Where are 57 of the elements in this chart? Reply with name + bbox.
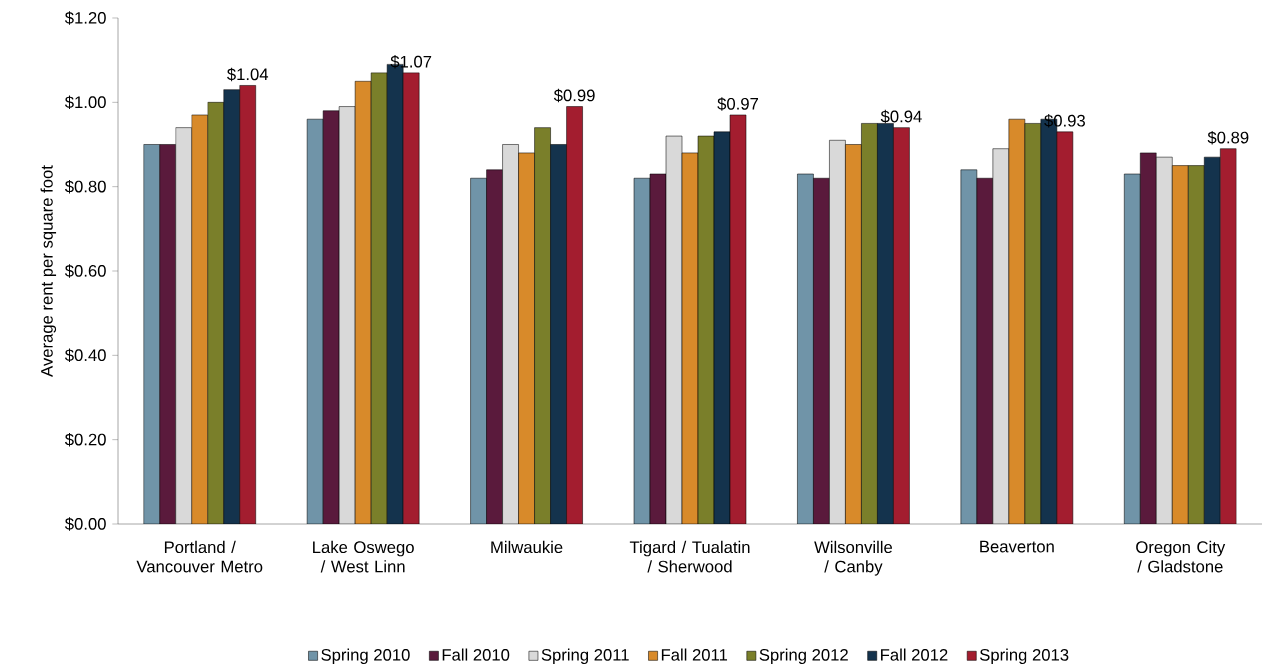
bar [893,127,910,524]
data-label: $0.97 [717,97,759,111]
bar [1156,156,1173,524]
bar [159,144,176,524]
bar [470,177,487,524]
x-tick-label: Milwaukie [491,540,563,554]
bar [143,144,160,524]
y-axis-title: Average rent per square foot [40,165,57,377]
data-label: $0.99 [553,88,595,103]
y-tick-label: $1.20 [64,11,106,25]
bar [486,169,503,524]
y-tick-label: $0.80 [64,179,106,194]
bar [1204,156,1221,524]
data-label: $1.04 [227,67,269,82]
bar [191,114,208,524]
data-label: $0.89 [1207,130,1249,145]
y-tick-label: $0.60 [64,264,106,278]
bar [534,127,551,524]
bar [518,152,535,524]
bar [829,140,846,524]
x-tick-label: Tigard / Tualatin / Sherwood [629,540,750,573]
legend-label: Spring 2010 [321,648,410,665]
bar [1124,173,1141,524]
bar [239,85,256,524]
data-label: $0.94 [880,109,922,124]
y-tick-label: $0.00 [64,517,106,531]
bar [175,127,192,524]
x-tick-label: Oregon City / Gladstone [1136,540,1226,573]
bar [550,144,567,524]
y-tick-label: $0.40 [64,348,106,363]
x-tick-label: Beaverton [980,540,1054,553]
legend-label: Fall 2011 [661,648,728,661]
bar [797,174,814,524]
bar [1220,148,1237,524]
bar [877,123,894,524]
legend-label: Fall 2012 [881,648,948,661]
legend-label: Fall 2010 [442,648,510,661]
bar [1172,165,1189,524]
bar [1188,165,1205,524]
bar [502,144,519,524]
legend-label: Spring 2012 [759,648,848,665]
bar [207,102,224,524]
x-tick-label: Portland / Vancouver Metro [136,540,263,573]
x-tick-label: Lake Oswego / West Linn [313,540,414,573]
bar [1140,152,1157,524]
bar [223,89,240,524]
data-label: $1.07 [390,55,432,69]
bar [813,178,830,524]
legend-label: Spring 2013 [979,648,1069,665]
x-tick-label: Wilsonville / Canby [814,540,893,576]
y-tick-label: $0.20 [64,432,106,447]
bar [845,144,862,524]
bar [861,123,878,524]
data-label: $0.93 [1044,114,1085,128]
legend-label: Spring 2011 [541,648,629,665]
y-tick-label: $1.00 [64,95,106,110]
bar [566,106,583,524]
